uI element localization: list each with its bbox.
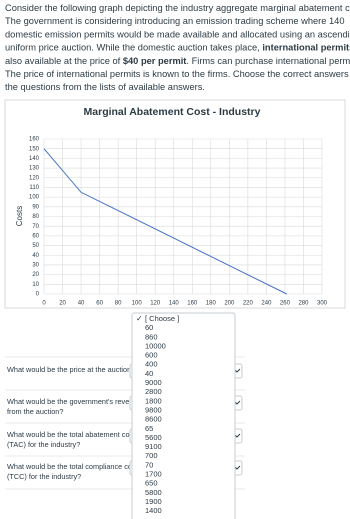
dropdown-option[interactable]: 860 bbox=[145, 332, 158, 341]
chart-title: Marginal Abatement Cost - Industry bbox=[84, 106, 261, 118]
dropdown-option[interactable]: 9000 bbox=[145, 378, 162, 387]
option-check: ✓ bbox=[136, 314, 143, 323]
y-tick-label: 40 bbox=[32, 253, 39, 259]
y-tick-label: 0 bbox=[36, 292, 40, 298]
dropdown-option[interactable]: [ Choose ] bbox=[145, 314, 179, 323]
x-tick-label: 0 bbox=[42, 301, 46, 307]
x-tick-label: 200 bbox=[224, 301, 235, 307]
intro-text: the questions from the lists of availabl… bbox=[5, 83, 205, 93]
y-tick-label: 70 bbox=[32, 224, 39, 230]
y-tick-label: 130 bbox=[29, 166, 40, 172]
intro-line: The government is considering introducin… bbox=[5, 17, 345, 27]
y-tick-label: 160 bbox=[29, 137, 40, 143]
intro-text: The government is considering introducin… bbox=[5, 17, 345, 27]
intro-line: domestic emission permits would be made … bbox=[5, 30, 350, 40]
intro-text: domestic emission permits would be made … bbox=[5, 30, 350, 40]
y-tick-label: 20 bbox=[32, 272, 39, 278]
series-line bbox=[43, 148, 288, 295]
intro-bold: $40 per permit bbox=[123, 56, 187, 66]
question-text: What would be the total abatement cost bbox=[7, 430, 135, 439]
x-tick-label: 40 bbox=[78, 301, 85, 307]
dropdown-option[interactable]: 1900 bbox=[145, 497, 162, 506]
x-tick-label: 300 bbox=[317, 301, 328, 307]
y-tick-label: 80 bbox=[32, 214, 39, 220]
question-text: What would be the price at the auction? bbox=[7, 365, 135, 374]
dropdown-option[interactable]: 9800 bbox=[145, 405, 162, 414]
intro-line: also available at the price of $40 per p… bbox=[5, 56, 350, 66]
intro-line: the questions from the lists of availabl… bbox=[5, 83, 205, 93]
dropdown-option[interactable]: 2800 bbox=[145, 387, 162, 396]
y-tick-label: 150 bbox=[29, 146, 40, 152]
question-text: What would be the government's revenue bbox=[7, 397, 141, 406]
question-text: What would be the total compliance costs bbox=[7, 462, 142, 471]
y-tick-label: 50 bbox=[32, 243, 39, 249]
x-tick-label: 180 bbox=[206, 301, 217, 307]
y-tick-label: 10 bbox=[32, 282, 39, 288]
dropdown-option[interactable]: 8600 bbox=[145, 415, 162, 424]
question-text: from the auction? bbox=[7, 407, 63, 416]
x-tick-label: 160 bbox=[187, 301, 198, 307]
intro-text: The price of international permits is kn… bbox=[5, 69, 350, 79]
intro-text: also available at the price of bbox=[5, 56, 123, 66]
dropdown-option[interactable]: 600 bbox=[145, 351, 158, 360]
dropdown-option[interactable]: 5600 bbox=[145, 433, 162, 442]
dropdown-option[interactable]: 9100 bbox=[145, 442, 162, 451]
chart-frame bbox=[4, 99, 346, 309]
y-tick-label: 60 bbox=[32, 233, 39, 239]
y-tick-label: 100 bbox=[29, 195, 40, 201]
dropdown-option[interactable]: 1800 bbox=[145, 396, 162, 405]
dropdown-option[interactable]: 70 bbox=[145, 460, 153, 469]
x-tick-label: 120 bbox=[150, 301, 161, 307]
dropdown-option[interactable]: 65 bbox=[145, 424, 153, 433]
x-tick-label: 260 bbox=[280, 301, 291, 307]
intro-text: uniform price auction. While the domesti… bbox=[5, 43, 262, 53]
intro-line: The price of international permits is kn… bbox=[5, 69, 350, 79]
x-tick-label: 100 bbox=[132, 301, 143, 307]
x-tick-label: 80 bbox=[115, 301, 122, 307]
y-tick-label: 120 bbox=[29, 175, 40, 181]
dropdown-option[interactable]: 60 bbox=[145, 323, 153, 332]
intro-line: Consider the following graph depicting t… bbox=[5, 3, 350, 13]
dropdown-option[interactable]: 400 bbox=[145, 360, 158, 369]
intro-bold: international permits bbox=[262, 43, 350, 53]
dropdown-option[interactable]: 10000 bbox=[145, 341, 166, 350]
y-tick-label: 140 bbox=[29, 156, 40, 162]
question-text: (TCC) for the industry? bbox=[7, 472, 81, 481]
y-tick-label: 90 bbox=[32, 204, 39, 210]
x-tick-label: 240 bbox=[261, 301, 272, 307]
x-tick-label: 220 bbox=[243, 301, 254, 307]
x-tick-label: 140 bbox=[169, 301, 180, 307]
x-tick-label: 60 bbox=[96, 301, 103, 307]
x-tick-label: 20 bbox=[59, 301, 66, 307]
dropdown-option[interactable]: 1700 bbox=[145, 470, 162, 479]
dropdown-option[interactable]: 40 bbox=[145, 369, 153, 378]
dropdown-option[interactable]: 650 bbox=[145, 479, 158, 488]
y-tick-label: 110 bbox=[29, 185, 39, 191]
x-tick-label: 280 bbox=[298, 301, 309, 307]
intro-line: uniform price auction. While the domesti… bbox=[5, 43, 350, 53]
dropdown-option[interactable]: 5800 bbox=[145, 488, 162, 497]
y-tick-label: 30 bbox=[32, 263, 39, 269]
dropdown-option[interactable]: 700 bbox=[145, 451, 158, 460]
dropdown-option[interactable]: 1400 bbox=[145, 506, 162, 515]
y-axis-label: Costs bbox=[15, 206, 24, 226]
intro-text: . Firms can purchase international permi… bbox=[186, 56, 350, 66]
dropdown-list bbox=[131, 312, 236, 519]
intro-text: Consider the following graph depicting t… bbox=[5, 3, 350, 13]
question-text: (TAC) for the industry? bbox=[7, 440, 80, 449]
